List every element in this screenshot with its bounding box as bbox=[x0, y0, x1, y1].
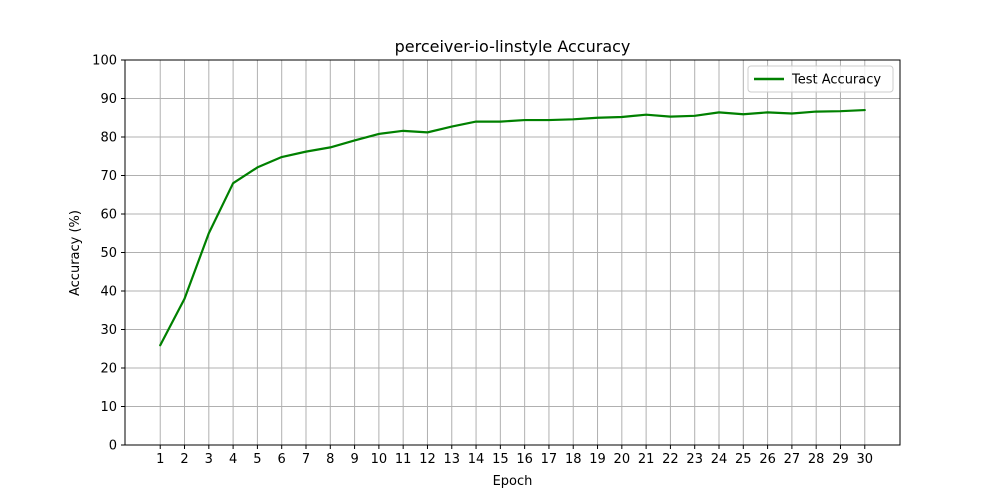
y-tick-label-50: 50 bbox=[100, 246, 117, 261]
x-tick-label-2: 2 bbox=[180, 452, 188, 467]
series-layer bbox=[159, 108, 866, 347]
x-tick-label-13: 13 bbox=[443, 452, 460, 467]
x-tick-label-4: 4 bbox=[229, 452, 237, 467]
x-tick-label-17: 17 bbox=[541, 452, 558, 467]
x-axis-ticks: 1 2 3 4 5 6 7 8 9 10 11 12 13 14 15 16 17 18 19 20 21 22 23 24 2… bbox=[156, 445, 873, 467]
x-tick-label-30: 30 bbox=[856, 452, 873, 467]
y-axis-label: Accuracy (%) bbox=[68, 210, 83, 296]
x-tick-label-28: 28 bbox=[808, 452, 825, 467]
series-line-0 bbox=[159, 108, 866, 347]
x-tick-label-29: 29 bbox=[832, 452, 849, 467]
legend-box bbox=[747, 65, 894, 93]
x-tick-label-11: 11 bbox=[395, 452, 412, 467]
x-tick-label-6: 6 bbox=[278, 452, 286, 467]
x-axis-label: Epoch bbox=[493, 474, 533, 489]
y-axis-ticks: 0 10 20 30 40 50 60 70 80 90 100 bbox=[92, 54, 125, 454]
x-tick-label-24: 24 bbox=[711, 452, 728, 467]
x-tick-label-23: 23 bbox=[686, 452, 703, 467]
y-tick-label-70: 70 bbox=[100, 169, 117, 184]
x-tick-label-26: 26 bbox=[759, 452, 776, 467]
y-tick-label-10: 10 bbox=[100, 400, 117, 415]
x-tick-label-5: 5 bbox=[253, 452, 261, 467]
grid bbox=[125, 59, 900, 446]
x-tick-label-27: 27 bbox=[784, 452, 801, 467]
x-tick-label-14: 14 bbox=[468, 452, 485, 467]
y-tick-label-20: 20 bbox=[100, 362, 117, 377]
chart-title: perceiver-io-linstyle Accuracy bbox=[395, 37, 631, 56]
y-tick-label-90: 90 bbox=[100, 92, 117, 107]
x-tick-label-8: 8 bbox=[326, 452, 334, 467]
x-tick-label-20: 20 bbox=[614, 452, 631, 467]
y-tick-label-80: 80 bbox=[100, 131, 117, 146]
legend-label-test-accuracy: Test Accuracy bbox=[791, 73, 881, 88]
x-tick-label-7: 7 bbox=[302, 452, 310, 467]
x-tick-label-25: 25 bbox=[735, 452, 752, 467]
x-tick-label-18: 18 bbox=[565, 452, 582, 467]
x-tick-label-16: 16 bbox=[516, 452, 533, 467]
x-tick-label-1: 1 bbox=[156, 452, 164, 467]
y-tick-label-100: 100 bbox=[92, 54, 117, 69]
x-tick-label-22: 22 bbox=[662, 452, 679, 467]
x-tick-label-10: 10 bbox=[371, 452, 388, 467]
x-tick-label-15: 15 bbox=[492, 452, 509, 467]
y-tick-label-60: 60 bbox=[100, 208, 117, 223]
x-tick-label-19: 19 bbox=[589, 452, 606, 467]
y-tick-label-0: 0 bbox=[109, 439, 117, 454]
legend: Test Accuracy bbox=[747, 65, 894, 93]
x-tick-label-21: 21 bbox=[638, 452, 655, 467]
x-tick-label-12: 12 bbox=[419, 452, 436, 467]
x-tick-label-9: 9 bbox=[350, 452, 358, 467]
y-tick-label-40: 40 bbox=[100, 285, 117, 300]
x-tick-label-3: 3 bbox=[205, 452, 213, 467]
y-tick-label-30: 30 bbox=[100, 323, 117, 338]
